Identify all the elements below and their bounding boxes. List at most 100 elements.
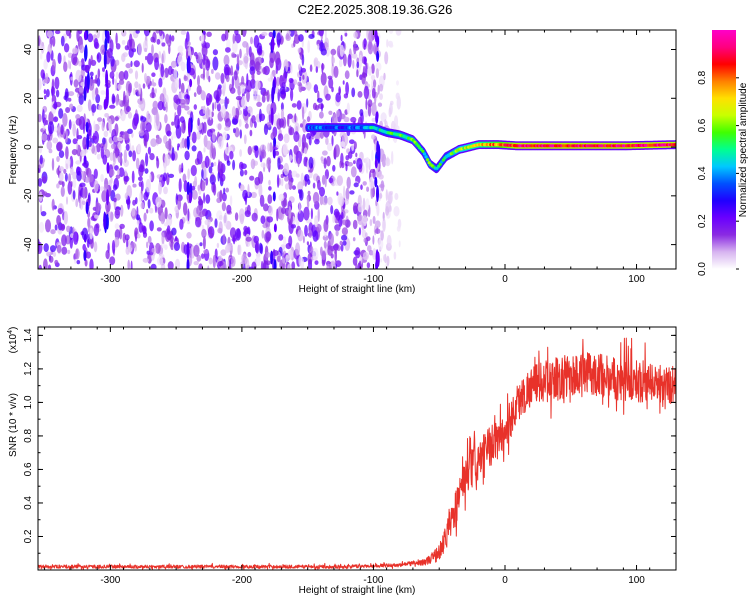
- noise-blob: [75, 114, 81, 120]
- noise-blob: [246, 73, 249, 86]
- noise-blob: [322, 234, 329, 241]
- noise-blob: [300, 257, 305, 269]
- noise-blob: [233, 70, 238, 81]
- noise-blob: [357, 203, 364, 213]
- noise-blob: [365, 232, 368, 238]
- noise-blob: [103, 130, 109, 138]
- noise-blob: [60, 124, 64, 135]
- noise-blob: [144, 168, 149, 174]
- noise-blob: [143, 133, 147, 147]
- noise-blob: [93, 241, 98, 253]
- noise-blob: [76, 141, 79, 151]
- noise-blob: [393, 115, 399, 129]
- noise-blob: [151, 87, 155, 99]
- noise-blob: [151, 248, 155, 253]
- noise-blob: [114, 165, 119, 171]
- noise-blob: [149, 153, 155, 161]
- noise-blob: [47, 134, 51, 142]
- noise-blob: [325, 137, 329, 146]
- snr-y-multiplier: (x104): [7, 327, 19, 354]
- noise-blob: [75, 118, 82, 126]
- noise-blob: [145, 152, 149, 167]
- noise-blob: [239, 129, 242, 139]
- noise-blob: [158, 176, 162, 181]
- noise-blob: [48, 148, 53, 154]
- noise-blob: [393, 251, 397, 260]
- noise-blob: [365, 161, 369, 174]
- noise-blob: [114, 209, 121, 219]
- noise-blob: [57, 207, 64, 215]
- noise-blob: [205, 107, 210, 120]
- noise-blob: [197, 75, 200, 87]
- noise-blob: [68, 173, 72, 184]
- noise-blob: [137, 42, 142, 56]
- noise-blob: [352, 237, 356, 242]
- snr-x-label: Height of straight line (km): [299, 585, 416, 596]
- noise-blob: [102, 67, 105, 72]
- noise-blob: [79, 197, 84, 210]
- noise-blob: [202, 167, 208, 180]
- noise-blob: [247, 184, 250, 197]
- noise-blob: [385, 206, 390, 216]
- noise-streak: [188, 192, 192, 204]
- noise-blob: [184, 105, 190, 111]
- noise-streak: [186, 136, 190, 150]
- noise-blob: [138, 130, 145, 137]
- noise-blob: [290, 63, 293, 74]
- noise-blob: [284, 183, 290, 190]
- y-tick-label: -20: [23, 188, 34, 203]
- noise-blob: [143, 30, 150, 37]
- noise-blob: [384, 51, 389, 65]
- noise-blob: [132, 199, 137, 206]
- noise-blob: [291, 103, 297, 108]
- noise-blob: [190, 165, 197, 177]
- noise-blob: [155, 30, 160, 34]
- noise-blob: [352, 202, 359, 214]
- noise-blob: [72, 231, 79, 245]
- noise-blob: [147, 146, 151, 155]
- noise-blob: [123, 149, 127, 163]
- noise-blob: [276, 208, 279, 222]
- noise-blob: [316, 97, 323, 103]
- noise-blob: [209, 174, 216, 185]
- noise-streak: [83, 155, 87, 165]
- noise-blob: [333, 148, 337, 160]
- noise-blob: [41, 133, 48, 141]
- noise-blob: [89, 258, 94, 269]
- noise-blob: [45, 219, 51, 233]
- noise-blob: [95, 87, 99, 97]
- noise-blob: [247, 106, 253, 114]
- noise-blob: [325, 46, 330, 57]
- noise-blob: [344, 30, 348, 34]
- noise-blob: [183, 202, 188, 216]
- noise-blob: [225, 47, 231, 53]
- noise-blob: [123, 175, 130, 182]
- noise-blob: [267, 194, 273, 205]
- noise-blob: [196, 131, 201, 140]
- noise-blob: [109, 104, 116, 109]
- noise-blob: [281, 207, 287, 214]
- noise-blob: [202, 67, 206, 81]
- noise-blob: [88, 58, 92, 69]
- noise-blob: [328, 177, 334, 184]
- noise-blob: [350, 116, 357, 123]
- noise-blob: [338, 59, 343, 68]
- y-tick-label: 0.6: [23, 462, 34, 476]
- noise-blob: [75, 248, 80, 260]
- noise-blob: [64, 172, 68, 182]
- noise-blob: [262, 91, 269, 96]
- noise-blob: [204, 42, 210, 49]
- noise-streak: [272, 148, 276, 159]
- noise-blob: [224, 126, 230, 131]
- noise-blob: [383, 72, 386, 81]
- noise-blob: [163, 135, 168, 144]
- noise-blob: [94, 30, 100, 34]
- noise-blob: [204, 155, 210, 169]
- noise-blob: [222, 81, 227, 92]
- noise-blob: [318, 30, 324, 37]
- noise-blob: [191, 145, 197, 152]
- noise-blob: [127, 128, 133, 134]
- noise-blob: [146, 241, 149, 249]
- noise-blob: [56, 141, 63, 151]
- noise-blob: [320, 156, 324, 162]
